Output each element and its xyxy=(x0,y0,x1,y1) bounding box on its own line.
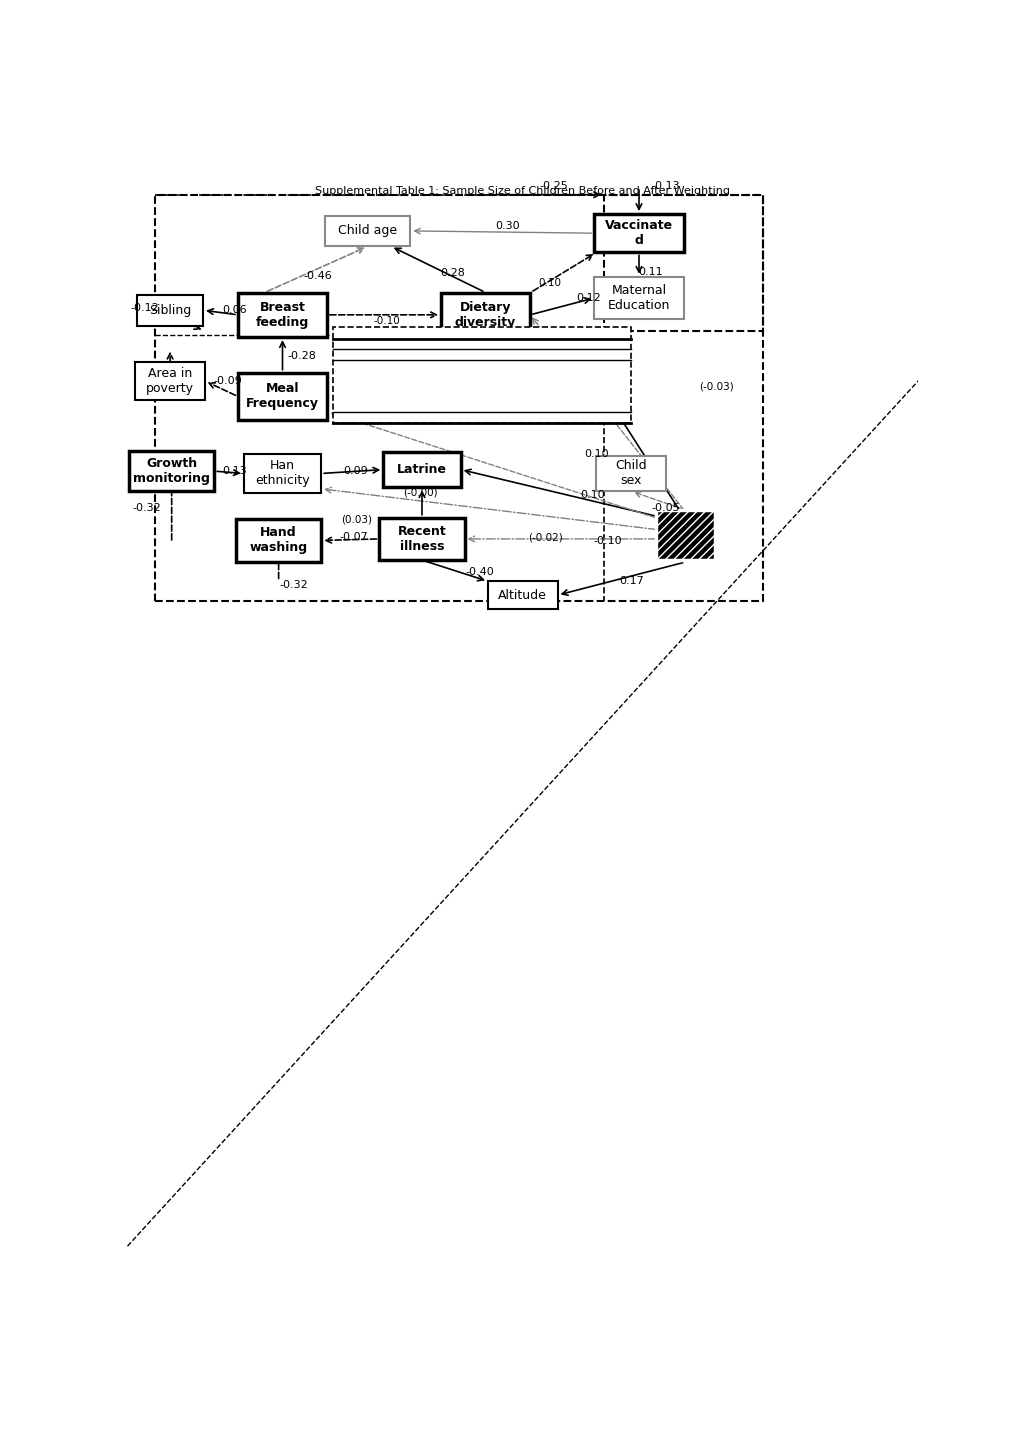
Text: 6-11: 6-11 xyxy=(335,359,357,369)
Text: 631: 631 xyxy=(362,371,380,381)
Text: Supplemental table 1: Sample size of Children: Supplemental table 1: Sample size of Chi… xyxy=(376,326,586,336)
Text: 0.07: 0.07 xyxy=(519,359,541,369)
Text: 100.0: 100.0 xyxy=(538,395,566,405)
Bar xyxy=(538,369,599,404)
Text: 0.11: 0.11 xyxy=(638,267,662,277)
Text: 694: 694 xyxy=(486,382,504,392)
Text: -0.10: -0.10 xyxy=(593,537,622,547)
Text: -0.25: -0.25 xyxy=(539,182,568,192)
Text: -0.12: -0.12 xyxy=(130,303,159,313)
Text: Vaccinate
d: Vaccinate d xyxy=(604,219,673,247)
Text: 0.13: 0.13 xyxy=(222,466,247,476)
Text: N: N xyxy=(495,346,502,356)
Text: -0.10: -0.10 xyxy=(373,316,400,326)
Text: before and after weig...: before and after weig... xyxy=(428,332,534,341)
Bar xyxy=(136,362,205,400)
Text: -0.40: -0.40 xyxy=(466,567,494,577)
Text: 0.10: 0.10 xyxy=(584,449,608,459)
Bar xyxy=(379,518,465,560)
Text: -0.09: -0.09 xyxy=(214,377,243,387)
Text: Dietary
diversity: Dietary diversity xyxy=(454,300,516,329)
Text: 0.12: 0.12 xyxy=(576,293,600,303)
Text: Unweighted: Unweighted xyxy=(360,339,422,349)
Text: Hand
washing: Hand washing xyxy=(250,527,308,554)
Text: 29.4: 29.4 xyxy=(399,371,421,381)
Text: Child
sex: Child sex xyxy=(614,459,646,488)
Text: 30.0: 30.0 xyxy=(399,382,421,392)
Text: Child age (months): Child age (months) xyxy=(336,346,430,356)
Text: Supplemental Table 1: Sample Size of Children Before and After Weighting: Supplemental Table 1: Sample Size of Chi… xyxy=(315,186,730,196)
Text: -0.05: -0.05 xyxy=(651,504,680,514)
Text: 0.17: 0.17 xyxy=(619,576,643,586)
Text: N: N xyxy=(372,346,379,356)
Text: 874: 874 xyxy=(362,359,380,369)
Text: (-0.00): (-0.00) xyxy=(403,488,437,498)
Text: Weighted: Weighted xyxy=(505,339,554,349)
Text: Breast
feeding: Breast feeding xyxy=(256,300,309,329)
Text: Iron: Iron xyxy=(554,380,583,392)
Text: 644: 644 xyxy=(362,382,380,392)
Bar xyxy=(235,519,321,561)
Bar xyxy=(596,456,665,491)
Bar xyxy=(603,195,762,330)
Text: 0.30: 0.30 xyxy=(494,221,519,231)
Text: 0.10: 0.10 xyxy=(538,277,560,287)
Text: 40.4: 40.4 xyxy=(541,359,562,369)
Text: Sibling: Sibling xyxy=(149,303,192,316)
Bar xyxy=(237,372,327,420)
Text: Growth
monitoring: Growth monitoring xyxy=(133,457,210,485)
Text: %: % xyxy=(406,346,415,356)
Text: Han
ethnicity: Han ethnicity xyxy=(255,459,310,488)
Bar xyxy=(383,452,461,488)
Text: -0.46: -0.46 xyxy=(303,271,331,280)
Text: Recent
illness: Recent illness xyxy=(397,525,446,553)
Text: Altitude: Altitude xyxy=(498,589,546,602)
Bar xyxy=(244,455,321,492)
Text: %: % xyxy=(545,346,554,356)
Text: Total: Total xyxy=(335,395,358,405)
Bar xyxy=(416,367,489,405)
Text: 0.55: 0.55 xyxy=(560,358,585,368)
Text: 0.09: 0.09 xyxy=(343,466,368,476)
Bar xyxy=(594,214,683,253)
Text: Child age: Child age xyxy=(338,225,397,238)
Text: (-0.02): (-0.02) xyxy=(528,532,562,543)
Text: Area in
poverty: Area in poverty xyxy=(146,367,194,395)
Text: 0.10: 0.10 xyxy=(580,491,604,501)
Bar xyxy=(155,195,762,600)
Text: 2244: 2244 xyxy=(483,395,507,405)
Bar xyxy=(487,582,557,609)
Text: 0.07: 0.07 xyxy=(422,395,444,405)
Bar xyxy=(332,328,631,423)
Bar xyxy=(237,293,327,338)
Text: 906: 906 xyxy=(486,359,504,369)
Text: 100.0: 100.0 xyxy=(396,395,424,405)
Bar xyxy=(129,452,214,491)
Text: (-0.03): (-0.03) xyxy=(698,381,733,391)
Bar xyxy=(137,294,203,326)
Bar xyxy=(440,293,530,338)
Text: Left-
behind: Left- behind xyxy=(431,372,474,401)
Text: -0.28: -0.28 xyxy=(287,352,316,361)
Text: Latrine: Latrine xyxy=(396,463,446,476)
Text: Meal
Frequency: Meal Frequency xyxy=(246,382,319,410)
Text: 0.28: 0.28 xyxy=(440,268,465,278)
Bar xyxy=(325,215,410,247)
Bar xyxy=(656,509,714,560)
Text: -0.07: -0.07 xyxy=(339,532,368,543)
Text: -0.13: -0.13 xyxy=(651,182,680,192)
Text: (0.03): (0.03) xyxy=(340,515,371,525)
Text: -0.32: -0.32 xyxy=(279,580,308,590)
Text: -0.32: -0.32 xyxy=(132,504,161,514)
Text: 2149: 2149 xyxy=(359,395,383,405)
Bar xyxy=(594,277,683,319)
Text: 644: 644 xyxy=(486,371,504,381)
Text: Maternal
Education: Maternal Education xyxy=(607,284,669,312)
Text: 0.06: 0.06 xyxy=(222,306,247,315)
